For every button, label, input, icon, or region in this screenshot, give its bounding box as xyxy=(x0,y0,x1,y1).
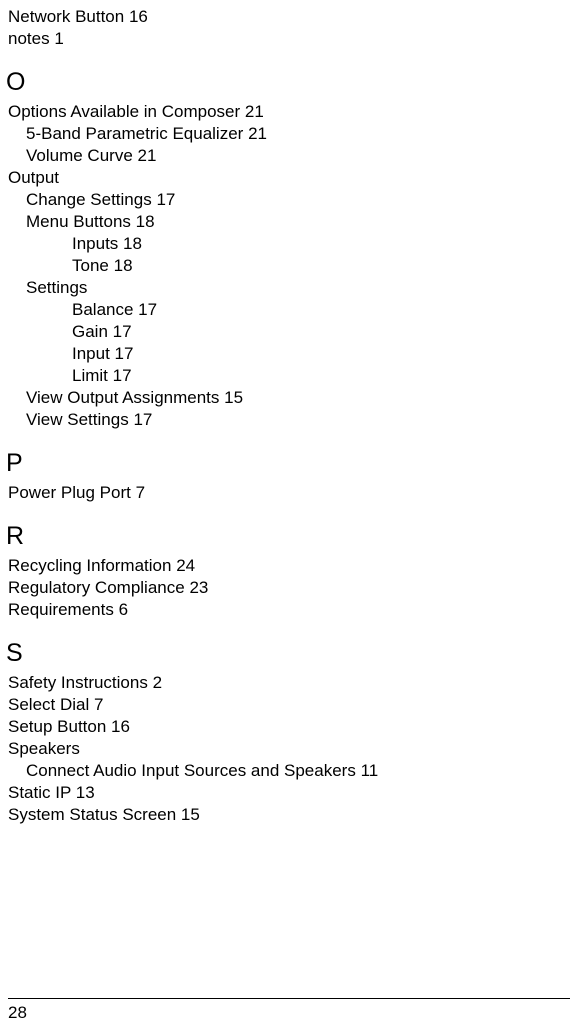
entry-page: 16 xyxy=(111,717,130,736)
entry-label: Inputs xyxy=(72,234,118,253)
entry-label: Connect Audio Input Sources and Speakers xyxy=(26,761,356,780)
index-entry: Setup Button 16 xyxy=(8,716,570,738)
entry-label: Limit xyxy=(72,366,108,385)
entry-page: 18 xyxy=(123,234,142,253)
entry-page: 21 xyxy=(245,102,264,121)
index-entry: Menu Buttons 18 xyxy=(8,211,570,233)
entry-page: 11 xyxy=(361,761,379,780)
index-entry: Connect Audio Input Sources and Speakers… xyxy=(8,760,570,782)
index-entry: Settings xyxy=(8,277,570,299)
entry-label: View Settings xyxy=(26,410,129,429)
index-entry: Speakers xyxy=(8,738,570,760)
index-content: Network Button 16notes 1OOptions Availab… xyxy=(8,6,570,826)
index-entry: Output xyxy=(8,167,570,189)
entry-label: Static IP xyxy=(8,783,71,802)
entry-label: Requirements xyxy=(8,600,114,619)
index-entry: View Settings 17 xyxy=(8,409,570,431)
page-footer: 28 xyxy=(0,998,578,1023)
entry-page: 21 xyxy=(138,146,157,165)
index-entry: Input 17 xyxy=(8,343,570,365)
section-letter: S xyxy=(6,639,570,668)
section-letter: R xyxy=(6,522,570,551)
entry-label: Settings xyxy=(26,278,87,297)
section-letter: P xyxy=(6,449,570,478)
entry-page: 17 xyxy=(138,300,157,319)
entry-label: Balance xyxy=(72,300,133,319)
footer-rule xyxy=(8,998,570,999)
entry-label: Input xyxy=(72,344,110,363)
entry-label: notes xyxy=(8,29,50,48)
entry-page: 23 xyxy=(189,578,208,597)
index-entry: Static IP 13 xyxy=(8,782,570,804)
entry-page: 7 xyxy=(136,483,145,502)
entry-label: Regulatory Compliance xyxy=(8,578,185,597)
index-entry: notes 1 xyxy=(8,28,570,50)
index-entry: 5-Band Parametric Equalizer 21 xyxy=(8,123,570,145)
entry-label: Output xyxy=(8,168,59,187)
entry-page: 13 xyxy=(76,783,95,802)
entry-page: 21 xyxy=(248,124,267,143)
entry-page: 24 xyxy=(176,556,195,575)
index-entry: Gain 17 xyxy=(8,321,570,343)
index-entry: Regulatory Compliance 23 xyxy=(8,577,570,599)
index-entry: Options Available in Composer 21 xyxy=(8,101,570,123)
entry-label: Power Plug Port xyxy=(8,483,131,502)
entry-page: 16 xyxy=(129,7,148,26)
index-entry: Change Settings 17 xyxy=(8,189,570,211)
index-entry: Volume Curve 21 xyxy=(8,145,570,167)
entry-page: 6 xyxy=(119,600,128,619)
entry-page: 17 xyxy=(113,322,132,341)
index-entry: Balance 17 xyxy=(8,299,570,321)
entry-label: Tone xyxy=(72,256,109,275)
entry-page: 18 xyxy=(136,212,155,231)
entry-label: Menu Buttons xyxy=(26,212,131,231)
entry-label: 5-Band Parametric Equalizer xyxy=(26,124,243,143)
index-entry: Recycling Information 24 xyxy=(8,555,570,577)
index-entry: Requirements 6 xyxy=(8,599,570,621)
index-entry: Safety Instructions 2 xyxy=(8,672,570,694)
index-entry: Inputs 18 xyxy=(8,233,570,255)
entry-label: Speakers xyxy=(8,739,80,758)
entry-page: 18 xyxy=(114,256,133,275)
entry-page: 17 xyxy=(113,366,132,385)
entry-page: 17 xyxy=(156,190,175,209)
entry-label: Safety Instructions xyxy=(8,673,148,692)
index-entry: View Output Assignments 15 xyxy=(8,387,570,409)
index-entry: Power Plug Port 7 xyxy=(8,482,570,504)
entry-label: Options Available in Composer xyxy=(8,102,240,121)
entry-page: 17 xyxy=(115,344,134,363)
index-entry: Tone 18 xyxy=(8,255,570,277)
index-entry: Select Dial 7 xyxy=(8,694,570,716)
entry-label: Select Dial xyxy=(8,695,89,714)
entry-label: System Status Screen xyxy=(8,805,176,824)
entry-label: View Output Assignments xyxy=(26,388,219,407)
entry-page: 15 xyxy=(224,388,243,407)
entry-label: Volume Curve xyxy=(26,146,133,165)
entry-label: Network Button xyxy=(8,7,124,26)
entry-page: 15 xyxy=(181,805,200,824)
index-entry: System Status Screen 15 xyxy=(8,804,570,826)
index-page: Network Button 16notes 1OOptions Availab… xyxy=(0,0,578,1035)
page-number: 28 xyxy=(8,1003,570,1023)
entry-label: Recycling Information xyxy=(8,556,171,575)
entry-label: Change Settings xyxy=(26,190,152,209)
entry-page: 2 xyxy=(153,673,162,692)
index-entry: Network Button 16 xyxy=(8,6,570,28)
entry-label: Setup Button xyxy=(8,717,106,736)
section-letter: O xyxy=(6,68,570,97)
entry-page: 7 xyxy=(94,695,103,714)
entry-page: 17 xyxy=(133,410,152,429)
entry-label: Gain xyxy=(72,322,108,341)
index-entry: Limit 17 xyxy=(8,365,570,387)
entry-page: 1 xyxy=(54,29,63,48)
